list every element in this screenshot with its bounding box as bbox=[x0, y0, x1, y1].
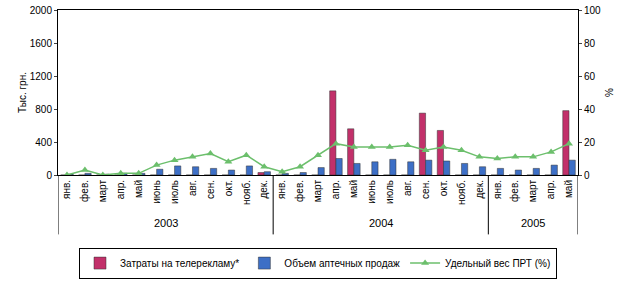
svg-text:сен.: сен. bbox=[205, 180, 216, 199]
svg-text:март: март bbox=[312, 180, 323, 203]
svg-text:40: 40 bbox=[584, 104, 596, 115]
svg-text:100: 100 bbox=[584, 5, 601, 16]
svg-text:800: 800 bbox=[35, 104, 52, 115]
svg-text:авг.: авг. bbox=[187, 180, 198, 196]
svg-text:май: май bbox=[348, 180, 359, 198]
svg-text:Затраты на телерекламу*: Затраты на телерекламу* bbox=[120, 258, 239, 269]
svg-text:2004: 2004 bbox=[369, 217, 393, 229]
svg-text:фев.: фев. bbox=[509, 180, 520, 202]
svg-text:1200: 1200 bbox=[30, 71, 53, 82]
svg-text:март: март bbox=[527, 180, 538, 203]
svg-text:авг.: авг. bbox=[402, 180, 413, 196]
svg-text:янв.: янв. bbox=[492, 180, 503, 199]
svg-text:май: май bbox=[563, 180, 574, 198]
svg-text:янв.: янв. bbox=[276, 180, 287, 199]
svg-text:400: 400 bbox=[35, 137, 52, 148]
svg-text:%: % bbox=[604, 88, 615, 97]
svg-text:апр.: апр. bbox=[330, 180, 341, 199]
svg-text:дек.: дек. bbox=[474, 180, 485, 199]
svg-text:апр.: апр. bbox=[115, 180, 126, 199]
svg-text:июль: июль bbox=[169, 180, 180, 204]
svg-text:фев.: фев. bbox=[294, 180, 305, 202]
svg-text:сен.: сен. bbox=[420, 180, 431, 199]
svg-text:1600: 1600 bbox=[30, 38, 53, 49]
svg-text:60: 60 bbox=[584, 71, 596, 82]
svg-text:нояб.: нояб. bbox=[456, 180, 467, 205]
svg-text:0: 0 bbox=[46, 170, 52, 181]
svg-text:май: май bbox=[133, 180, 144, 198]
svg-text:Объем аптечных продаж: Объем аптечных продаж bbox=[284, 258, 400, 269]
svg-text:март: март bbox=[97, 180, 108, 203]
svg-text:янв.: янв. bbox=[61, 180, 72, 199]
svg-text:нояб.: нояб. bbox=[241, 180, 252, 205]
svg-text:Удельный вес ПРТ (%): Удельный вес ПРТ (%) bbox=[445, 258, 550, 269]
svg-text:апр.: апр. bbox=[545, 180, 556, 199]
svg-text:дек.: дек. bbox=[258, 180, 269, 199]
svg-text:80: 80 bbox=[584, 38, 596, 49]
svg-text:июнь: июнь bbox=[151, 180, 162, 204]
svg-text:окт.: окт. bbox=[438, 180, 449, 196]
svg-text:июль: июль bbox=[384, 180, 395, 204]
svg-text:Тыс. грн.: Тыс. грн. bbox=[17, 72, 28, 113]
svg-text:2000: 2000 bbox=[30, 5, 53, 16]
svg-text:20: 20 bbox=[584, 137, 596, 148]
svg-text:0: 0 bbox=[584, 170, 590, 181]
svg-text:2005: 2005 bbox=[521, 217, 545, 229]
svg-text:окт.: окт. bbox=[223, 180, 234, 196]
svg-text:2003: 2003 bbox=[154, 217, 178, 229]
svg-text:фев.: фев. bbox=[79, 180, 90, 202]
svg-text:июнь: июнь bbox=[366, 180, 377, 204]
